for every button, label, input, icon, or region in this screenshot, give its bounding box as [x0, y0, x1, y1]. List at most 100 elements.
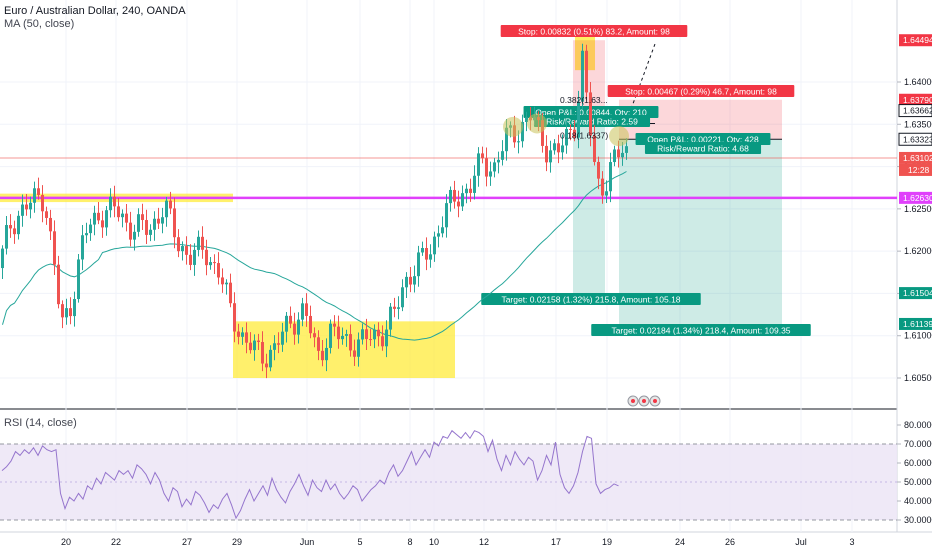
candle-body — [121, 213, 124, 218]
time-tick-label: 8 — [407, 537, 412, 547]
candle-body — [269, 349, 272, 368]
candle-body — [313, 333, 316, 338]
time-tick-label: 12 — [479, 537, 489, 547]
time-axis[interactable]: 20 22 27 29 Jun 5 8 10 12 17 19 24 26 Jul 3 — [61, 537, 855, 547]
candle-body — [389, 306, 392, 330]
candle-body — [201, 236, 204, 250]
candle-body — [77, 259, 80, 300]
candle-body — [29, 202, 32, 210]
candle-body — [405, 276, 408, 288]
position-1-rr-label: Risk/Reward Ratio: 2.59 — [546, 117, 638, 127]
candle-body — [345, 334, 348, 336]
candle-body — [65, 308, 68, 318]
candle-body — [621, 152, 624, 158]
candle-body — [333, 323, 336, 327]
candle-body — [321, 350, 324, 361]
candle-body — [369, 339, 372, 341]
candle-body — [481, 153, 484, 159]
fib-label-382: 0.382(1.63... — [560, 95, 608, 105]
time-tick-label: Jun — [300, 537, 315, 547]
candle-body — [561, 145, 564, 153]
ma-50-path — [2, 171, 627, 341]
time-tick-label: 22 — [111, 537, 121, 547]
candle-body — [225, 282, 228, 285]
price-tick-label: 1.60500 — [904, 373, 932, 383]
candle-body — [377, 329, 380, 337]
candle-body — [21, 204, 24, 216]
candle-body — [577, 101, 580, 138]
candle-body — [581, 50, 584, 102]
position-1-target-zone — [573, 123, 605, 294]
candle-body — [13, 228, 16, 235]
candle-body — [81, 235, 84, 260]
candle-body — [237, 331, 240, 337]
candle-body — [37, 188, 40, 195]
price-tag-label: 1.63323 — [903, 134, 932, 144]
rsi-legend[interactable]: RSI (14, close) — [4, 417, 77, 429]
candle-body — [25, 204, 28, 210]
candle-body — [569, 128, 572, 130]
candle-body — [277, 343, 280, 345]
position-tools[interactable]: Stop: 0.00832 (0.51%) 83.2, Amount: 98 St… — [481, 25, 811, 336]
candle-body — [553, 143, 556, 151]
candle-body — [53, 231, 56, 265]
candle-body — [589, 92, 592, 136]
candle-body — [233, 303, 236, 332]
candle-body — [257, 340, 260, 343]
candle-body — [457, 201, 460, 207]
candle-body — [397, 307, 400, 309]
candle-body — [433, 236, 436, 255]
candle-body — [429, 254, 432, 260]
support-line-group[interactable] — [0, 157, 897, 200]
candle-body — [97, 212, 100, 221]
annotations: 0.382(1.63... 0.18(1.6337) — [503, 95, 661, 407]
candle-body — [453, 189, 456, 202]
candle-body — [41, 194, 44, 212]
candle-body — [33, 188, 36, 203]
position-1-target-label-bg — [481, 293, 701, 305]
candle-body — [413, 276, 416, 285]
price-tick-label: 1.63500 — [904, 119, 932, 129]
price-tag-bg — [898, 104, 932, 118]
candle-body — [337, 326, 340, 340]
rsi-tick-label: 30.0000 — [904, 515, 932, 525]
candle-body — [117, 206, 120, 218]
price-tag-bg — [899, 317, 932, 330]
candle-body — [521, 122, 524, 142]
candle-body — [517, 141, 520, 143]
candle-body — [541, 120, 544, 146]
rsi-tick-label: 80.0000 — [904, 420, 932, 430]
candle-body — [585, 50, 588, 93]
rsi-tick-label: 40.0000 — [904, 496, 932, 506]
candle-body — [485, 158, 488, 177]
candle-body — [505, 127, 508, 152]
candle-body — [93, 212, 96, 225]
candle-body — [289, 315, 292, 324]
candle-body — [305, 303, 308, 316]
ma-legend[interactable]: MA (50, close) — [4, 18, 75, 30]
time-tick-label: 5 — [357, 537, 362, 547]
rsi-tick-label: 70.0000 — [904, 439, 932, 449]
candle-body — [497, 159, 500, 163]
candle-body — [125, 213, 128, 223]
candle-body — [193, 249, 196, 265]
candle-body — [325, 347, 328, 361]
candle-body — [465, 188, 468, 194]
position-2-rr-label: Risk/Reward Ratio: 4.68 — [657, 144, 749, 154]
candle-body — [157, 218, 160, 224]
symbol-legend[interactable]: Euro / Australian Dollar, 240, OANDA — [4, 5, 186, 17]
candle-body — [477, 153, 480, 176]
candle-body — [209, 262, 212, 266]
position-2-target-label-bg — [591, 324, 811, 336]
candle-body — [5, 225, 8, 249]
fib-label-18: 0.18(1.6337) — [560, 130, 608, 140]
candle-body — [205, 249, 208, 266]
candle-body — [609, 162, 612, 192]
candle-body — [169, 200, 172, 209]
candle-body — [421, 248, 424, 253]
price-tag-label: 1.63102 — [903, 153, 932, 163]
candle-body — [241, 332, 244, 337]
